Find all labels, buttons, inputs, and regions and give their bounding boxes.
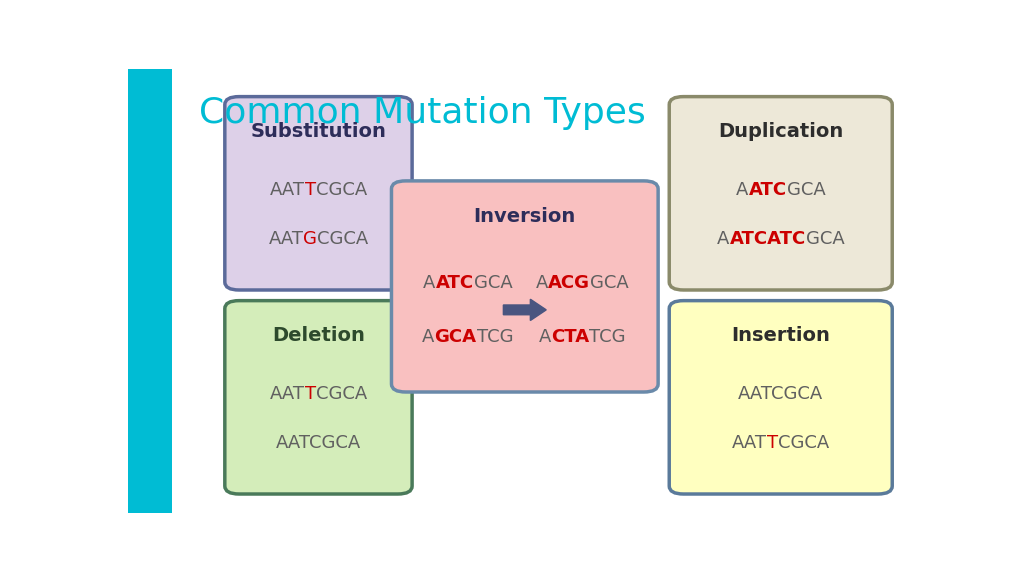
Text: GCA: GCA [806,230,845,248]
Text: GCA: GCA [434,328,476,346]
Text: T: T [305,385,315,403]
Text: GCA: GCA [473,274,512,291]
FancyBboxPatch shape [670,301,892,494]
Text: ATCATC: ATCATC [729,230,806,248]
Text: AAT: AAT [732,434,767,453]
Bar [128,69,172,513]
Text: Inversion: Inversion [474,207,575,226]
Text: T: T [767,434,778,453]
Text: TCG: TCG [476,328,513,346]
Text: CGCA: CGCA [315,181,368,199]
FancyBboxPatch shape [391,181,658,392]
Text: A: A [423,274,435,291]
Text: AATCGCA: AATCGCA [738,385,823,403]
FancyBboxPatch shape [670,97,892,290]
Text: GCA: GCA [786,181,825,199]
FancyBboxPatch shape [225,97,412,290]
Text: AAT: AAT [269,181,305,199]
Text: CGCA: CGCA [317,230,369,248]
Text: A: A [422,328,434,346]
Text: A: A [539,328,551,346]
Text: GCA: GCA [590,274,629,291]
Text: Insertion: Insertion [731,327,830,346]
Text: AAT: AAT [269,385,305,403]
Text: A: A [717,230,729,248]
FancyArrow shape [504,299,546,320]
Text: Substitution: Substitution [251,122,386,141]
Text: CGCA: CGCA [315,385,368,403]
Text: AATCGCA: AATCGCA [275,434,361,453]
Text: CTA: CTA [551,328,589,346]
Text: A: A [736,181,749,199]
Text: AAT: AAT [268,230,303,248]
Text: Common Mutation Types: Common Mutation Types [200,96,646,130]
Text: A: A [536,274,548,291]
Text: CGCA: CGCA [778,434,829,453]
Text: G: G [303,230,317,248]
FancyBboxPatch shape [225,301,412,494]
Text: ACG: ACG [548,274,590,291]
Text: TCG: TCG [589,328,626,346]
Text: T: T [305,181,315,199]
Text: Duplication: Duplication [718,122,844,141]
Text: ATC: ATC [749,181,786,199]
Text: ATC: ATC [435,274,473,291]
Text: Deletion: Deletion [272,327,365,346]
